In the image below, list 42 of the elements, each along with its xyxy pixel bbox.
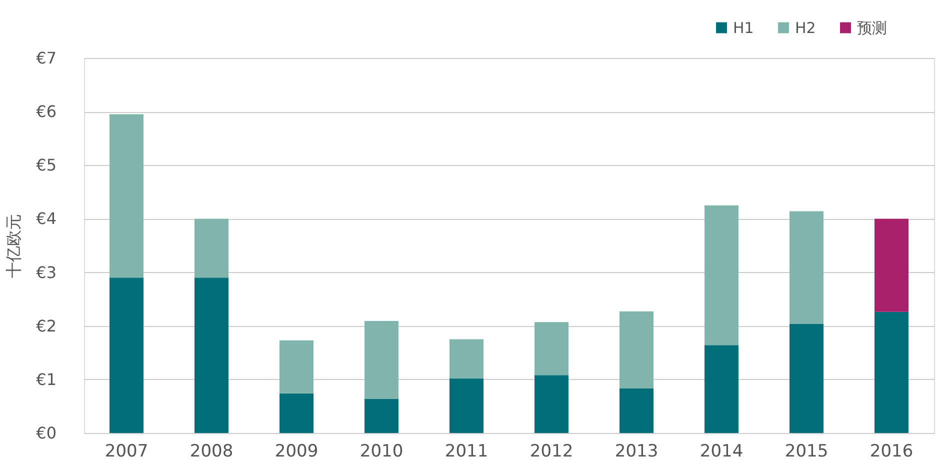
y-tick-label: €3 bbox=[36, 262, 56, 282]
legend-label: H1 bbox=[733, 18, 754, 37]
bar bbox=[450, 339, 484, 378]
bar bbox=[280, 340, 314, 394]
bar bbox=[620, 388, 654, 433]
x-tick-label: 2010 bbox=[360, 442, 404, 462]
legend-label: H2 bbox=[795, 18, 816, 37]
x-tick-label: 2016 bbox=[870, 442, 914, 462]
x-tick-label: 2008 bbox=[190, 442, 234, 462]
y-tick-label: €7 bbox=[36, 48, 56, 68]
bar bbox=[874, 218, 908, 312]
x-tick-label: 2009 bbox=[274, 442, 318, 462]
x-tick-label: 2011 bbox=[444, 442, 488, 462]
bar bbox=[704, 345, 738, 433]
x-tick-label: 2007 bbox=[104, 442, 148, 462]
y-tick-label: €1 bbox=[36, 370, 56, 389]
x-tick-label: 2013 bbox=[614, 442, 658, 462]
y-tick-label: €5 bbox=[36, 156, 56, 175]
bar bbox=[874, 312, 908, 433]
bar bbox=[450, 378, 484, 433]
bar bbox=[534, 322, 568, 376]
x-tick-label: 2012 bbox=[530, 442, 574, 462]
y-tick-label: €2 bbox=[36, 316, 56, 336]
bar bbox=[790, 324, 824, 433]
bar bbox=[364, 398, 398, 433]
bar bbox=[620, 311, 654, 389]
bar bbox=[364, 321, 398, 399]
x-tick-label: 2014 bbox=[700, 442, 744, 462]
bar bbox=[194, 218, 228, 278]
bar bbox=[534, 375, 568, 433]
bar bbox=[110, 114, 144, 278]
legend-label: 预测 bbox=[857, 18, 887, 37]
bar bbox=[280, 393, 314, 433]
bar bbox=[194, 278, 228, 433]
bar bbox=[110, 278, 144, 433]
x-tick-label: 2015 bbox=[784, 442, 828, 462]
y-tick-label: €4 bbox=[36, 209, 56, 228]
bar bbox=[790, 211, 824, 324]
y-tick-label: €0 bbox=[36, 424, 56, 442]
y-axis-title: 十亿欧元 bbox=[4, 214, 24, 278]
bar bbox=[704, 205, 738, 346]
y-tick-label: €6 bbox=[36, 102, 56, 122]
